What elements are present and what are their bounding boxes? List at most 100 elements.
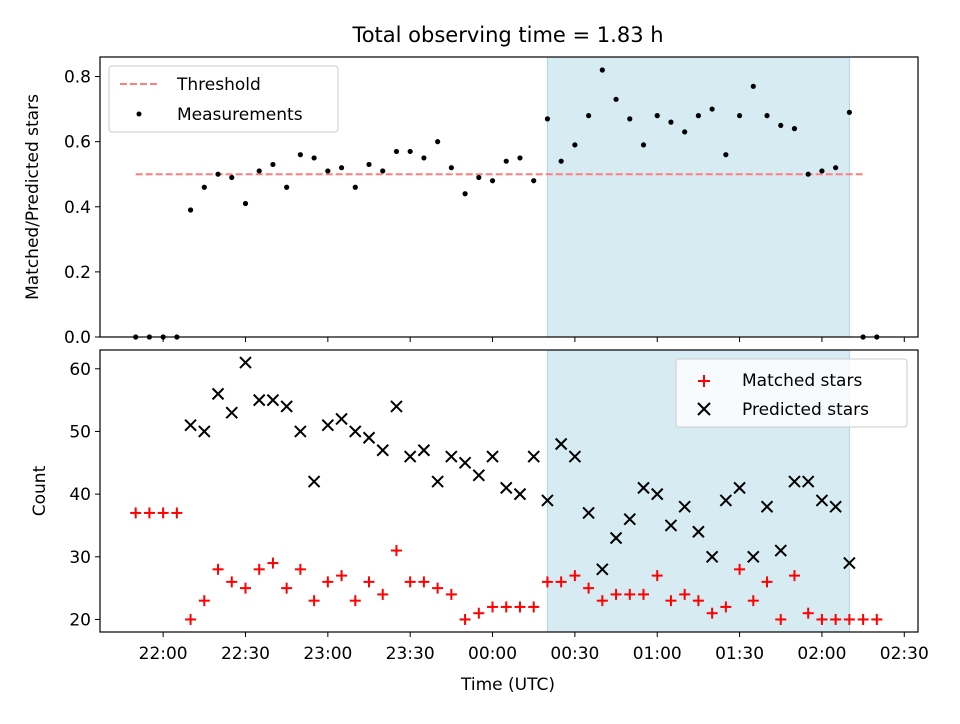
predicted-star-point (458, 456, 472, 470)
matched-star-point (226, 576, 238, 588)
legend-measurements-label: Measurements (177, 105, 303, 125)
measurement-point (435, 139, 441, 145)
measurement-point (311, 155, 317, 161)
matched-star-point (432, 582, 444, 594)
predicted-star-point (198, 425, 211, 438)
legend-predicted-swatch (697, 402, 711, 416)
measurement-point (586, 113, 592, 119)
matched-star-point (830, 613, 842, 625)
measurement-point (201, 184, 207, 190)
measurement-point (805, 171, 811, 177)
matched-star-point (404, 576, 416, 588)
predicted-star-point (225, 406, 238, 419)
matched-star-point (528, 601, 540, 613)
matched-star-point (487, 601, 499, 613)
matched-star-point (734, 563, 746, 575)
measurement-point (476, 174, 482, 181)
bottom-legend: Matched stars Predicted stars (675, 358, 908, 428)
predicted-star-point (829, 500, 842, 513)
measurement-point (462, 191, 468, 197)
predicted-star-point (500, 481, 513, 495)
matched-star-point (679, 588, 691, 600)
measurement-point (819, 168, 825, 174)
x-axis-label: Time (UTC) (460, 675, 555, 695)
predicted-star-point (431, 475, 444, 488)
matched-star-points (130, 507, 883, 625)
bottom-panel: 20 30 40 50 60 22:00 22:30 23:00 23:30 00:00 00:3… (30, 349, 929, 695)
predicted-star-point (445, 450, 458, 463)
predicted-star-point (527, 450, 540, 463)
predicted-star-point (472, 469, 486, 482)
matched-star-point (651, 570, 663, 582)
matched-star-point (610, 588, 622, 600)
legend-predicted-label: Predicted stars (742, 400, 869, 420)
predicted-star-point (637, 481, 650, 495)
matched-star-point (459, 613, 471, 625)
measurement-point (764, 113, 770, 119)
matched-star-point (541, 576, 553, 588)
measurement-point (256, 168, 262, 174)
measurement-point (366, 161, 372, 168)
bottom-y-axis-label: Count (30, 465, 50, 516)
measurement-point (284, 184, 290, 190)
matched-star-point (281, 582, 293, 594)
measurement-point (846, 109, 852, 115)
top-x-ticks (162, 337, 905, 342)
predicted-star-point (801, 475, 815, 488)
matched-star-point (857, 613, 869, 625)
y-tick-label: 60 (69, 360, 91, 380)
measurement-point (558, 158, 564, 164)
matched-star-point (706, 607, 718, 619)
x-tick-label: 23:00 (303, 644, 352, 664)
measurement-point (338, 165, 345, 171)
x-tick-label: 22:30 (221, 644, 270, 664)
predicted-star-point (596, 563, 609, 576)
measurement-point (297, 152, 303, 158)
matched-star-point (473, 607, 485, 619)
bottom-legend-box (675, 358, 908, 428)
matched-star-point (802, 607, 814, 619)
matched-star-point (569, 570, 581, 582)
measurement-point (709, 106, 715, 112)
predicted-star-point (582, 506, 595, 520)
legend-matched-swatch (698, 375, 710, 387)
legend-matched-label: Matched stars (742, 371, 862, 391)
x-tick-label: 01:00 (633, 644, 682, 664)
predicted-star-point (239, 356, 252, 369)
matched-star-point (596, 595, 608, 607)
matched-star-point (692, 595, 704, 607)
measurement-point (489, 178, 496, 184)
predicted-star-point (184, 418, 197, 432)
matched-star-point (171, 507, 183, 519)
matched-star-point (514, 601, 526, 613)
measurement-point (627, 116, 633, 122)
x-tick-label: 00:30 (550, 644, 599, 664)
predicted-star-point (609, 531, 623, 545)
measurement-point (682, 129, 688, 135)
predicted-star-point (747, 550, 760, 564)
matched-star-point (665, 595, 677, 607)
measurement-point (695, 113, 702, 119)
matched-star-point (418, 576, 430, 588)
predicted-star-point (321, 418, 335, 432)
matched-star-point (555, 576, 567, 588)
measurement-point (531, 178, 537, 184)
predicted-star-point (664, 519, 678, 532)
matched-star-point (583, 582, 595, 594)
predicted-star-point (513, 487, 527, 501)
predicted-star-point (266, 393, 280, 407)
y-tick-label: 50 (69, 422, 91, 442)
measurement-point (242, 200, 249, 207)
predicted-star-point (349, 425, 362, 438)
measurement-point (654, 113, 660, 119)
measurement-point (833, 165, 839, 171)
measurement-point (778, 122, 784, 128)
matched-star-point (788, 570, 800, 582)
matched-star-point (624, 588, 636, 600)
matched-star-point (500, 601, 512, 613)
y-tick-label: 0.4 (64, 198, 91, 218)
matched-star-point (336, 570, 348, 582)
measurement-point (503, 158, 509, 164)
predicted-star-point (541, 494, 554, 507)
